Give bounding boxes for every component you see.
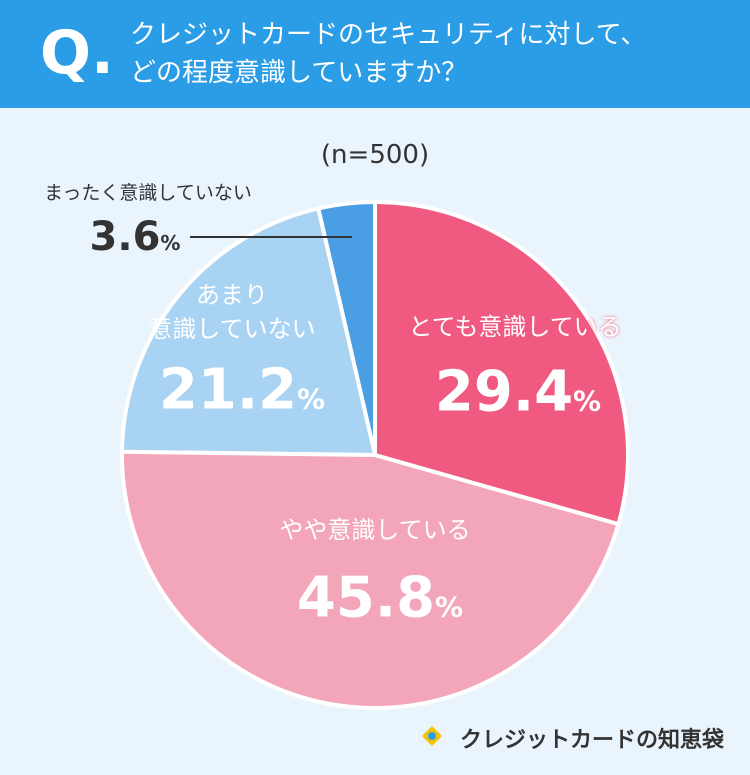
header: Q. クレジットカードのセキュリティに対して、 どの程度意識していますか？ xyxy=(0,0,750,108)
subtitle: (n=500) xyxy=(320,140,430,170)
pie-slice xyxy=(373,199,630,527)
value-label: 29.4% xyxy=(435,360,601,425)
value-label: 45.8% xyxy=(297,566,463,631)
value-label: 3.6% xyxy=(90,214,181,260)
value-number: 29.4 xyxy=(434,359,574,425)
value-unit: % xyxy=(297,382,326,416)
value-unit: % xyxy=(435,590,464,624)
value-number: 3.6 xyxy=(89,214,161,260)
slice-label: まったく意識していない xyxy=(44,182,252,204)
logo-icon xyxy=(422,726,442,746)
value-unit: % xyxy=(573,384,602,418)
brand: クレジットカードの知恵袋 xyxy=(459,728,724,753)
q-mark: Q. xyxy=(40,18,114,88)
value-label: 21.2% xyxy=(159,358,325,423)
question: クレジットカードのセキュリティに対して、 どの程度意識していますか？ xyxy=(130,20,647,88)
value-number: 45.8 xyxy=(296,565,436,631)
value-number: 21.2 xyxy=(158,357,298,423)
value-unit: % xyxy=(160,231,181,255)
slice-label: とても意識している xyxy=(408,313,622,341)
pie-slice xyxy=(119,206,378,458)
slice-label: やや意識している xyxy=(279,516,471,544)
slice-label: あまり 意識していない xyxy=(148,281,316,343)
pie-slice xyxy=(120,449,621,710)
